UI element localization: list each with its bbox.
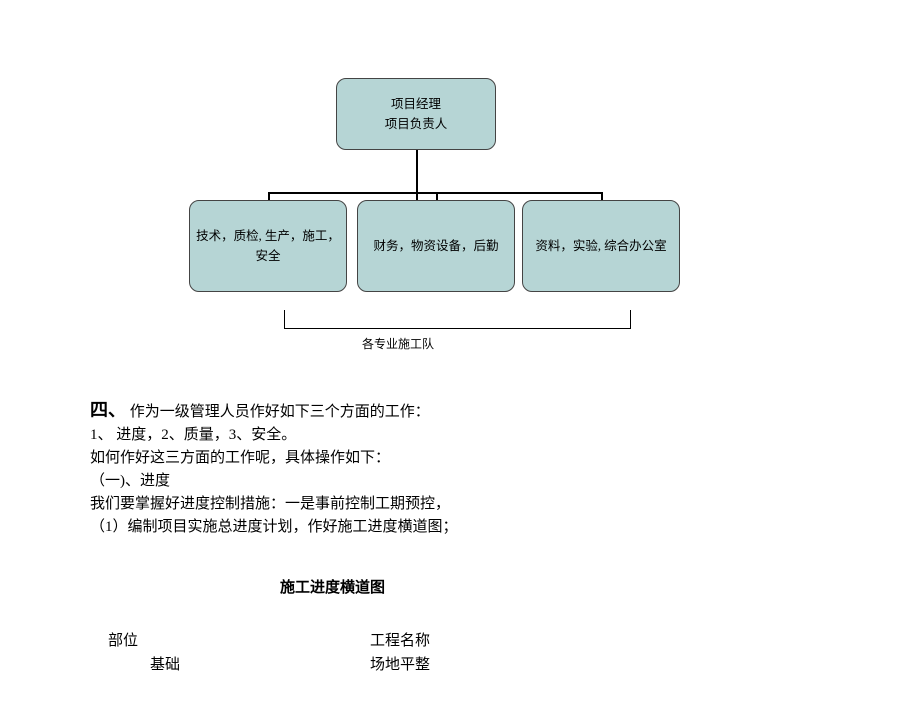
section4-block: 四、 作为一级管理人员作好如下三个方面的工作： 1、 进度，2、质量，3、安全。… [90, 399, 458, 539]
gantt-col1-header: 部位 [108, 629, 138, 650]
section4-line6: （1）编制项目实施总进度计划，作好施工进度横道图； [90, 516, 458, 539]
gantt-title: 施工进度横道图 [280, 576, 385, 597]
section4-line5: 我们要掌握好进度控制措施：一是事前控制工期预控， [90, 493, 458, 516]
gantt-row1-col2: 场地平整 [370, 653, 430, 674]
section4-line4: （一)、进度 [90, 470, 458, 493]
section4-heading: 四、 作为一级管理人员作好如下三个方面的工作： [90, 399, 458, 424]
org-child-1: 技术，质检, 生产，施工，安全 [189, 200, 347, 292]
section4-line3: 如何作好这三方面的工作呢，具体操作如下： [90, 447, 458, 470]
org-root-line2: 项目负责人 [385, 114, 448, 134]
bracket-label: 各专业施工队 [362, 335, 434, 352]
section4-line2: 1、 进度，2、质量，3、安全。 [90, 424, 458, 447]
org-child-3: 资料，实验, 综合办公室 [522, 200, 680, 292]
org-child-2: 财务，物资设备，后勤 [357, 200, 515, 292]
org-child-3-text: 资料，实验, 综合办公室 [535, 236, 666, 256]
org-root-node: 项目经理 项目负责人 [336, 78, 496, 150]
org-drop-1 [268, 192, 270, 200]
section4-headtext: 作为一级管理人员作好如下三个方面的工作： [126, 404, 430, 420]
section4-prefix: 四、 [90, 400, 126, 420]
org-root-line1: 项目经理 [385, 94, 448, 114]
gantt-row1-col1: 基础 [150, 653, 180, 674]
org-drop-3 [601, 192, 603, 200]
bracket-left [284, 310, 285, 328]
org-drop-2 [436, 192, 438, 200]
org-child-1-text: 技术，质检, 生产，施工，安全 [196, 226, 340, 266]
bracket-right [630, 310, 631, 328]
org-child-2-text: 财务，物资设备，后勤 [373, 236, 498, 256]
gantt-col2-header: 工程名称 [370, 629, 430, 650]
bracket-bottom [284, 328, 631, 329]
